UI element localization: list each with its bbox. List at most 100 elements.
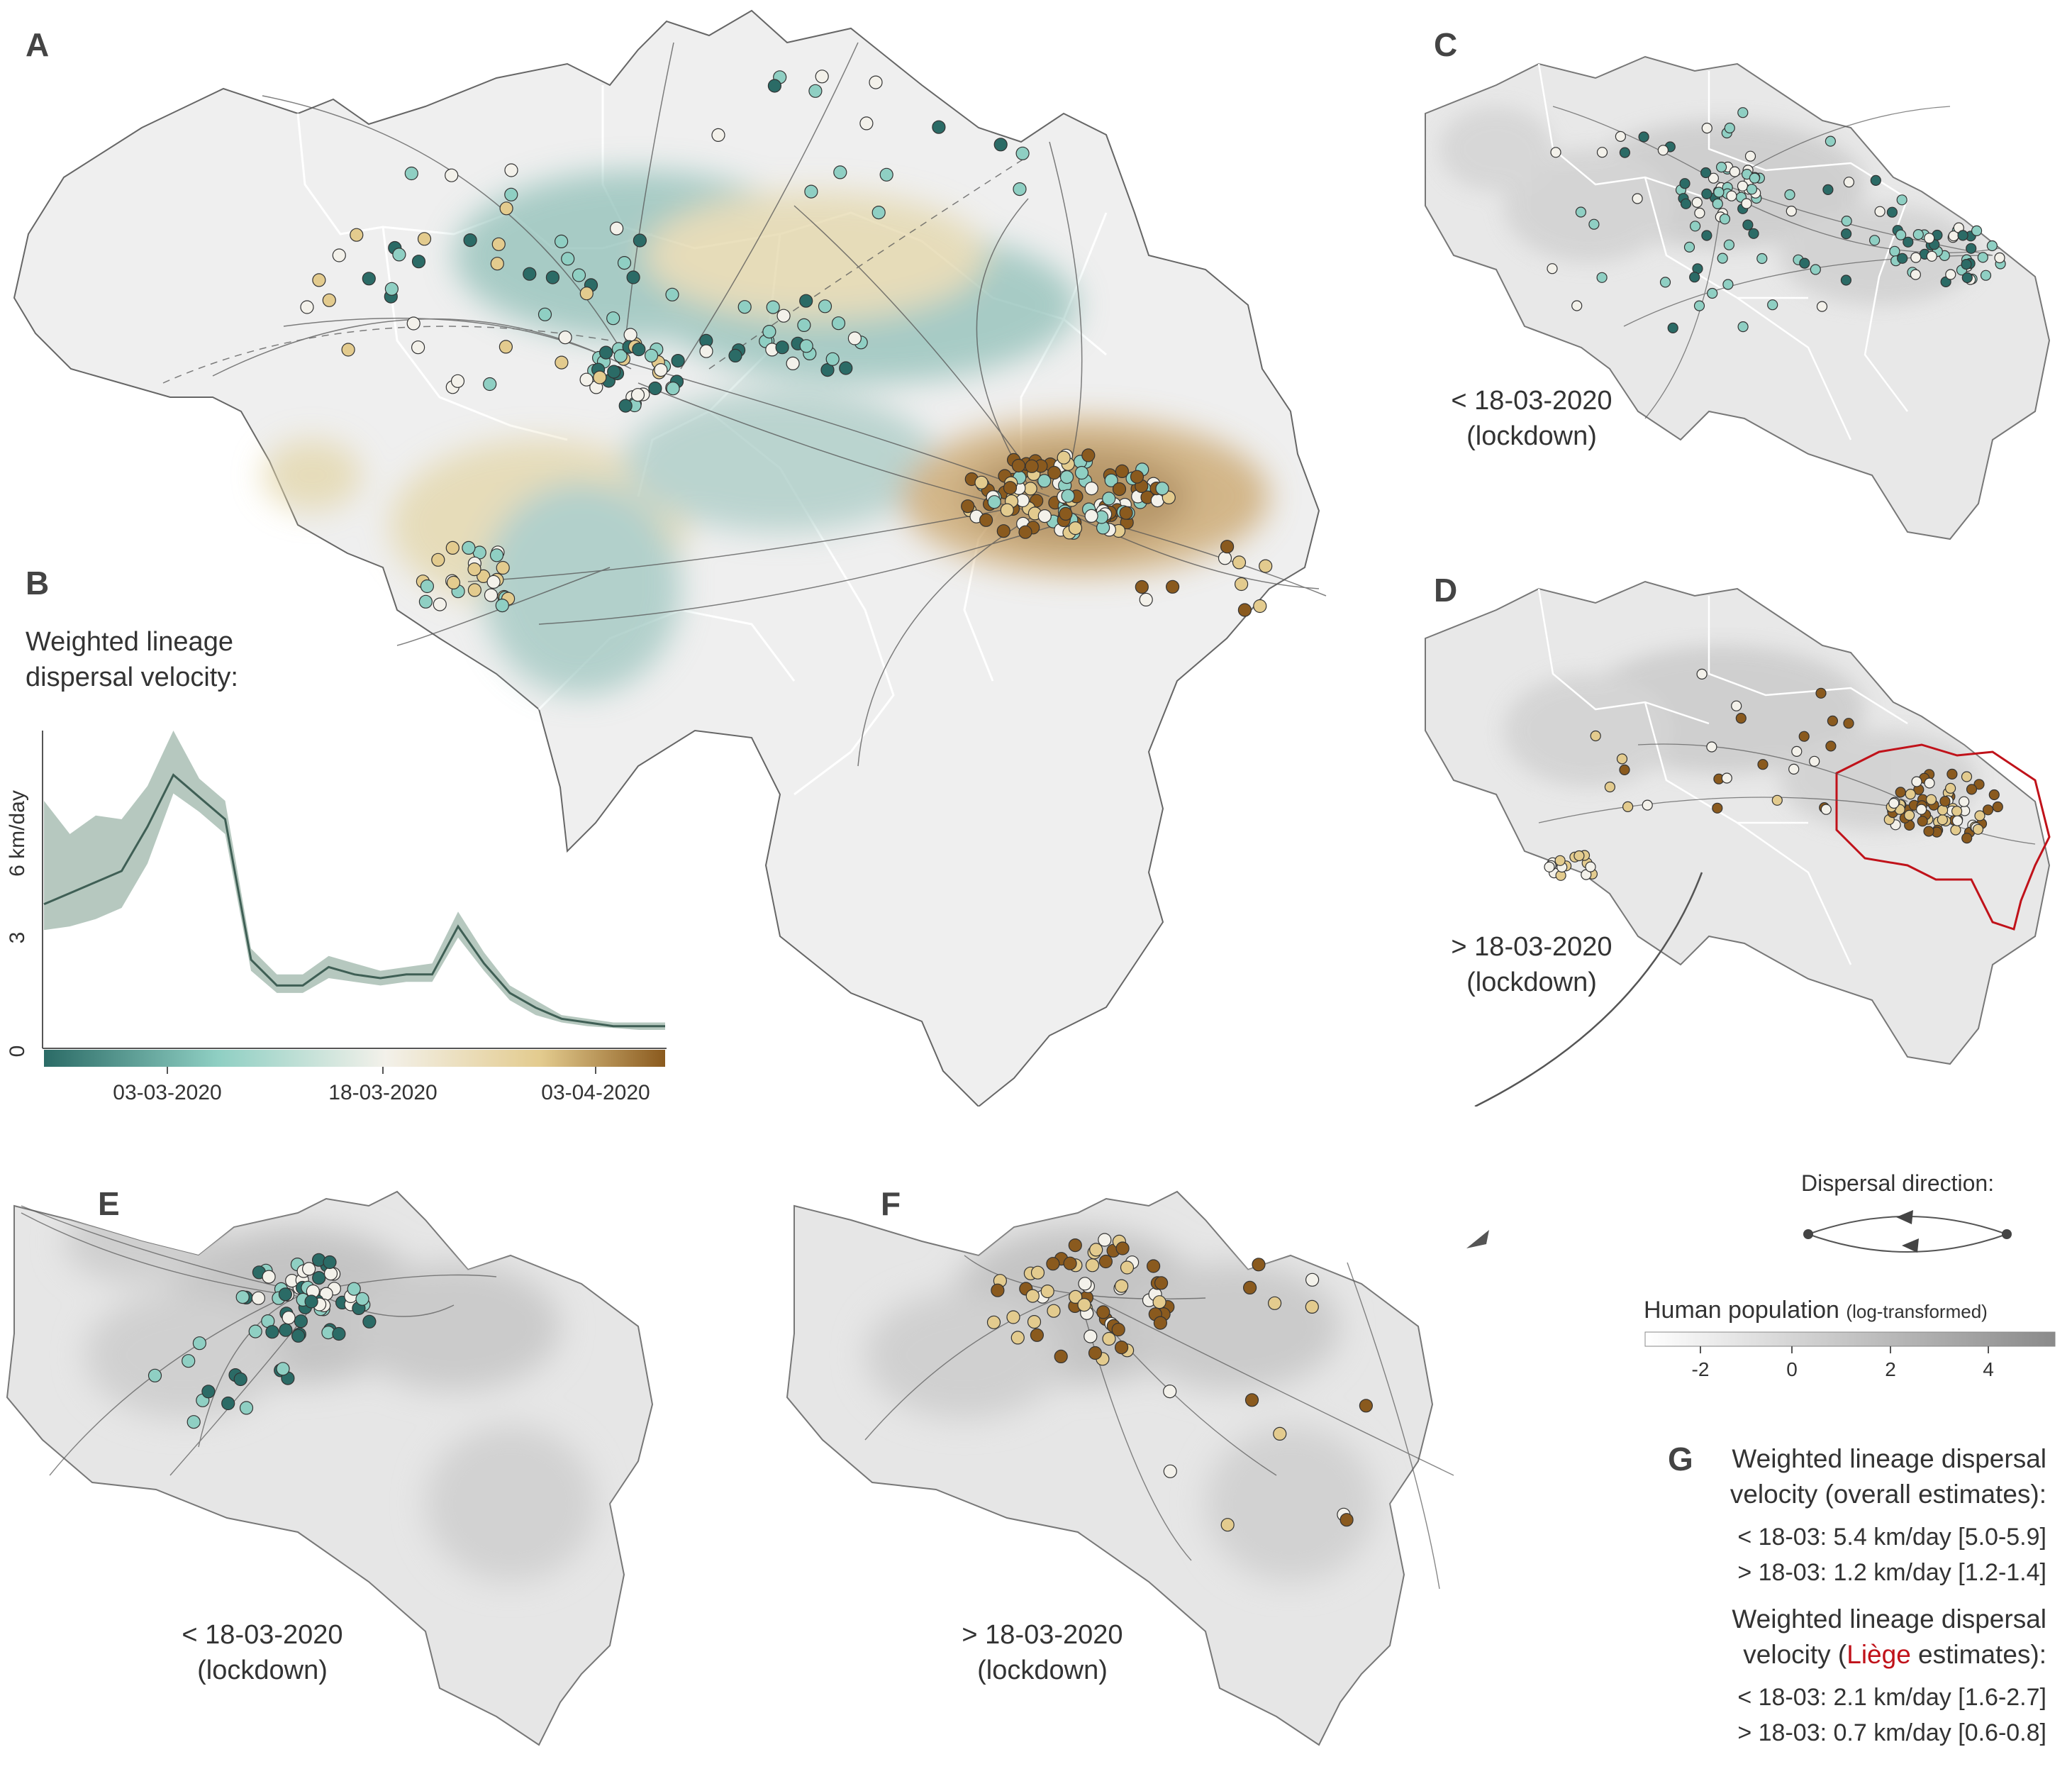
pop-tick-4: 4 — [1983, 1358, 1994, 1380]
population-note: (log-transformed) — [1846, 1301, 1988, 1322]
g-overall-before: < 18-03: 5.4 km/day [5.0-5.9] — [1737, 1524, 2046, 1551]
lineage-point — [1977, 252, 1988, 263]
lineage-point — [233, 1372, 247, 1387]
lineage-point — [797, 318, 811, 332]
lineage-point — [350, 228, 364, 242]
g-liege-title-pre: velocity ( — [1743, 1640, 1847, 1669]
lineage-point — [1815, 687, 1827, 699]
lineage-point — [579, 287, 594, 301]
lineage-point — [1966, 243, 1977, 254]
lineage-point — [1905, 789, 1916, 800]
lineage-point — [291, 1329, 306, 1343]
lineage-point — [1937, 814, 1949, 826]
lineage-point — [1550, 147, 1561, 158]
lineage-point — [1923, 826, 1934, 837]
map-d-after-lockdown — [1425, 580, 2051, 1107]
g-liege-title-2: velocity (Liège estimates): — [1743, 1640, 2046, 1670]
lineage-point — [1596, 147, 1608, 158]
lineage-point — [1735, 713, 1747, 724]
lineage-point — [1822, 184, 1834, 195]
lineage-point — [1809, 755, 1820, 767]
lineage-point — [859, 116, 874, 131]
lineage-point — [431, 553, 445, 567]
lineage-point — [1120, 1260, 1135, 1275]
panel-letter-b: B — [26, 565, 50, 601]
lineage-point — [463, 233, 477, 248]
lineage-point — [1068, 521, 1083, 536]
lineage-point — [489, 548, 504, 562]
lineage-point — [1724, 122, 1735, 134]
lineage-point — [1972, 824, 1984, 835]
lineage-point — [1980, 270, 1992, 281]
lineage-point — [384, 282, 399, 296]
lineage-point — [484, 588, 498, 602]
lineage-point — [1729, 166, 1740, 177]
lineage-point — [979, 513, 993, 527]
lineage-point — [818, 299, 832, 314]
lineage-point — [248, 1324, 262, 1338]
lineage-point — [879, 167, 893, 182]
lineage-point — [1616, 753, 1628, 765]
lineage-point — [554, 234, 569, 248]
lineage-point — [201, 1385, 216, 1399]
caption-c-line1: < 18-03-2020 — [1451, 386, 1613, 416]
lineage-point — [404, 166, 418, 181]
lineage-point — [1604, 781, 1615, 793]
lineage-point — [1590, 730, 1601, 742]
lineage-point — [1717, 253, 1728, 264]
lineage-point — [1000, 503, 1014, 517]
lineage-point — [1910, 252, 1922, 263]
lineage-point — [418, 594, 433, 609]
caption-d: > 18-03-2020 (lockdown) — [1418, 929, 1645, 1000]
lineage-point — [1767, 299, 1778, 311]
caption-c: < 18-03-2020 (lockdown) — [1418, 383, 1645, 454]
caption-f-line1: > 18-03-2020 — [962, 1620, 1123, 1650]
caption-c-line2: (lockdown) — [1466, 421, 1597, 451]
lineage-point — [462, 540, 476, 555]
panel-letter-c: C — [1434, 26, 1458, 63]
lineage-point — [1273, 1426, 1287, 1441]
lineage-point — [1104, 473, 1118, 487]
lineage-point — [1915, 804, 1927, 815]
lineage-point — [467, 562, 481, 577]
lineage-point — [1146, 1259, 1161, 1273]
lineage-point — [1731, 700, 1742, 711]
lineage-point — [1788, 763, 1800, 775]
lineage-point — [1701, 230, 1712, 241]
lineage-point — [987, 495, 1001, 509]
lineage-point — [1986, 240, 1998, 252]
lineage-point — [147, 1368, 162, 1382]
lineage-point — [1010, 1331, 1025, 1345]
lineage-point — [1632, 193, 1643, 204]
lineage-point — [1102, 492, 1116, 506]
lineage-point — [1816, 301, 1828, 312]
panel-letter-a: A — [26, 26, 50, 63]
lineage-point — [1030, 1265, 1045, 1280]
lineage-point — [1011, 458, 1026, 473]
lineage-point — [799, 339, 813, 353]
lineage-point — [523, 267, 537, 281]
lineage-point — [1025, 1289, 1040, 1303]
belgium-dispersal-map — [13, 9, 1327, 1107]
lineage-point — [1596, 272, 1608, 283]
velocity-chart-title-line1: Weighted lineage — [26, 627, 233, 657]
lineage-point — [1843, 718, 1854, 729]
lineage-point — [417, 232, 432, 246]
lineage-point — [1748, 228, 1759, 239]
lineage-point — [607, 365, 621, 379]
lineage-point — [1139, 592, 1153, 607]
zoom-arrow — [1474, 872, 1703, 1107]
lineage-point — [1115, 464, 1130, 479]
lineage-point — [737, 300, 752, 314]
lineage-point — [1895, 787, 1906, 798]
lineage-point — [1810, 264, 1821, 275]
lineage-point — [477, 569, 491, 584]
lineage-point — [699, 344, 713, 358]
lineage-point — [1840, 274, 1852, 286]
lineage-point — [1974, 810, 1985, 821]
y-tick-0: 0 — [6, 1046, 29, 1058]
lineage-point — [1111, 1322, 1125, 1337]
lineage-point — [1359, 1399, 1374, 1413]
lineage-point — [538, 307, 552, 321]
lineage-point — [1068, 1238, 1082, 1253]
